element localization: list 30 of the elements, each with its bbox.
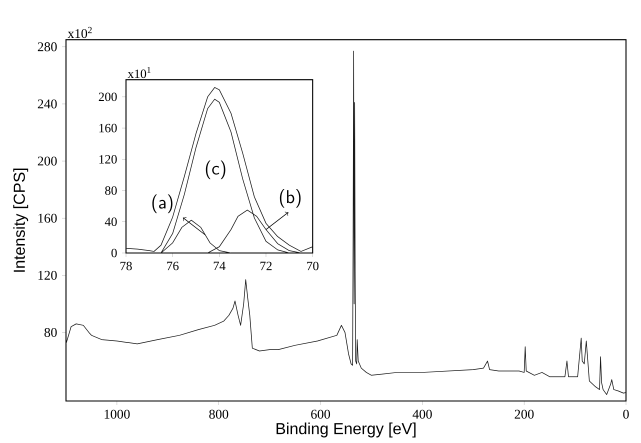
- x-tick-label: 72: [260, 262, 272, 270]
- annotation: (c): [206, 160, 226, 180]
- text: x10$^{2}$: [68, 26, 92, 38]
- y-tick-label: 0: [111, 248, 117, 258]
- y-tick-label: 240: [38, 99, 57, 108]
- y-tick-label: 160: [38, 214, 57, 223]
- y-tick-label: 120: [99, 155, 117, 164]
- x-tick-label: 76: [167, 262, 179, 270]
- x-tick-label: 600: [311, 410, 330, 419]
- y-tick-label: 80: [44, 328, 57, 337]
- annotation: x10$^{1}$: [128, 66, 151, 78]
- x-tick-label: 0: [623, 410, 629, 419]
- x-tick-label: 200: [514, 410, 534, 419]
- y-tick-label: 200: [38, 156, 57, 166]
- x-axis-title: Binding Energy [eV]: [276, 422, 416, 438]
- x-tick-label: 400: [412, 410, 432, 419]
- y-tick-label: 80: [105, 186, 117, 195]
- y-axis-title: Intensity [CPS]: [13, 168, 28, 272]
- y-tick-label: 120: [38, 270, 57, 280]
- x-tick-label: 74: [214, 262, 226, 270]
- x-tick-label: 800: [209, 410, 228, 419]
- y-tick-label: 160: [99, 124, 117, 132]
- y-tick-label: 280: [38, 42, 57, 52]
- x-tick-label: 1000: [104, 410, 130, 419]
- annotation: (a): [152, 194, 172, 214]
- x-tick-label: 70: [307, 262, 319, 270]
- x-tick-label: 78: [120, 262, 132, 270]
- y-tick-label: 200: [98, 92, 117, 102]
- y-tick-label: 40: [104, 217, 117, 226]
- annotation: (b): [280, 189, 301, 208]
